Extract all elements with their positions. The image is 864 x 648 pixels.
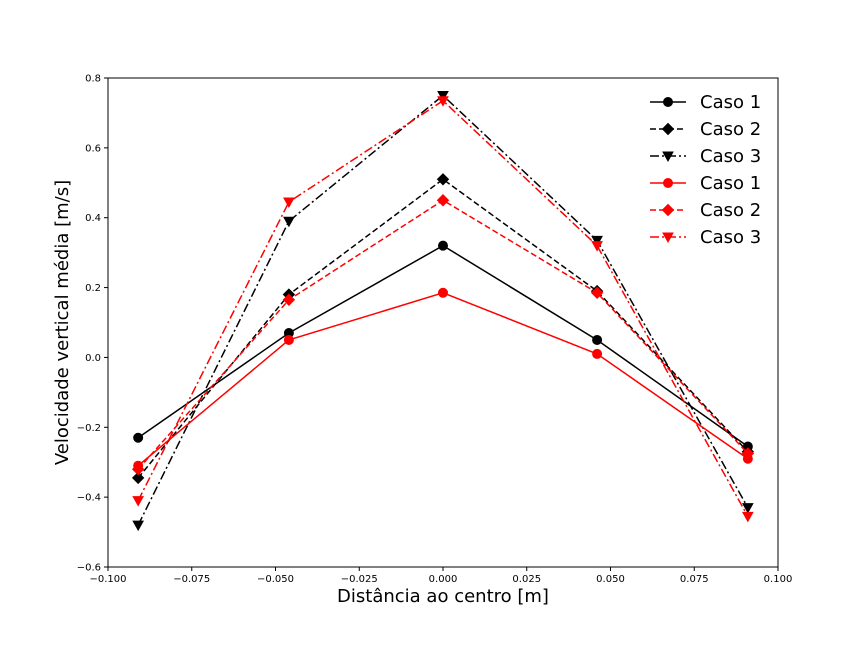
data-point (132, 496, 144, 507)
data-point (438, 240, 448, 251)
x-tick-label: 0.100 (764, 574, 793, 585)
data-point (590, 286, 604, 300)
data-point (437, 90, 449, 102)
y-axis-label: Velocidade vertical média [m/s] (52, 180, 73, 465)
x-axis-label: Distância ao centro [m] (337, 586, 549, 607)
y-tick-label: 0.8 (85, 74, 101, 85)
legend-label: Caso 1 (700, 173, 761, 194)
data-point (742, 503, 754, 514)
data-point (591, 235, 603, 247)
y-tick-label: −0.2 (77, 423, 101, 434)
legend-entry: Caso 3 (650, 227, 761, 248)
y-tick-label: 0.2 (85, 283, 101, 294)
series-line (137, 178, 749, 479)
series-line (137, 94, 749, 526)
data-point (438, 287, 448, 298)
data-point (437, 96, 449, 107)
data-point (436, 173, 450, 186)
y-tick-label: 0.6 (85, 143, 101, 154)
data-point (592, 348, 603, 359)
y-tick-label: −0.4 (77, 493, 101, 504)
x-tick-label: −0.050 (257, 574, 294, 585)
series-line (137, 292, 749, 467)
data-point (131, 462, 145, 476)
x-tick-label: 0.025 (512, 574, 541, 585)
data-point (132, 520, 144, 532)
legend-entry: Caso 2 (650, 119, 761, 140)
series-layer (131, 90, 755, 532)
data-point (131, 471, 145, 485)
legend-entry: Caso 1 (650, 173, 761, 194)
x-tick-label: −0.100 (89, 574, 126, 585)
legend-label: Caso 3 (700, 227, 761, 248)
plot-area (107, 77, 779, 568)
y-axis: −0.6 −0.4 −0.2 0.0 0.2 0.4 0.6 0.8 (77, 74, 108, 574)
data-point (283, 197, 295, 209)
plot-border (107, 77, 779, 568)
series-line (137, 199, 749, 470)
legend-label: Caso 3 (700, 146, 761, 167)
data-point (133, 432, 144, 443)
data-point (742, 511, 754, 523)
series-3 (132, 90, 754, 532)
y-tick-label: 0.0 (85, 353, 101, 364)
data-point (591, 241, 603, 252)
data-point (741, 447, 755, 460)
x-tick-label: 0.075 (680, 574, 709, 585)
legend-entry: Caso 1 (650, 92, 761, 113)
legend-marker (662, 232, 674, 244)
legend-marker (663, 97, 673, 107)
series-6 (132, 96, 754, 523)
series-line (137, 99, 749, 517)
legend-marker (661, 122, 675, 136)
x-axis: −0.100 −0.075 −0.050 −0.025 0.000 0.025 0.050 0… (89, 567, 792, 585)
legend-label: Caso 1 (700, 92, 761, 113)
series-5 (131, 194, 755, 476)
data-point (282, 293, 296, 307)
x-tick-label: 0.050 (596, 574, 625, 585)
legend-label: Caso 2 (700, 119, 761, 140)
legend: Caso 1 Caso 2 Caso 3 Caso 1 Caso 2 Caso 3 (650, 92, 761, 248)
y-tick-label: −0.6 (77, 563, 101, 574)
legend-entry: Caso 2 (650, 200, 761, 221)
x-tick-label: 0.000 (429, 574, 458, 585)
x-tick-label: −0.075 (173, 574, 210, 585)
y-tick-label: 0.4 (85, 213, 101, 224)
legend-entry: Caso 3 (650, 146, 761, 167)
data-point (436, 194, 450, 207)
data-point (592, 334, 603, 345)
legend-label: Caso 2 (700, 200, 761, 221)
legend-marker (663, 178, 673, 188)
legend-marker (662, 151, 674, 163)
data-point (283, 216, 295, 228)
x-tick-label: −0.025 (341, 574, 378, 585)
legend-marker (661, 203, 675, 217)
series-4 (133, 287, 753, 471)
data-point (283, 334, 294, 345)
